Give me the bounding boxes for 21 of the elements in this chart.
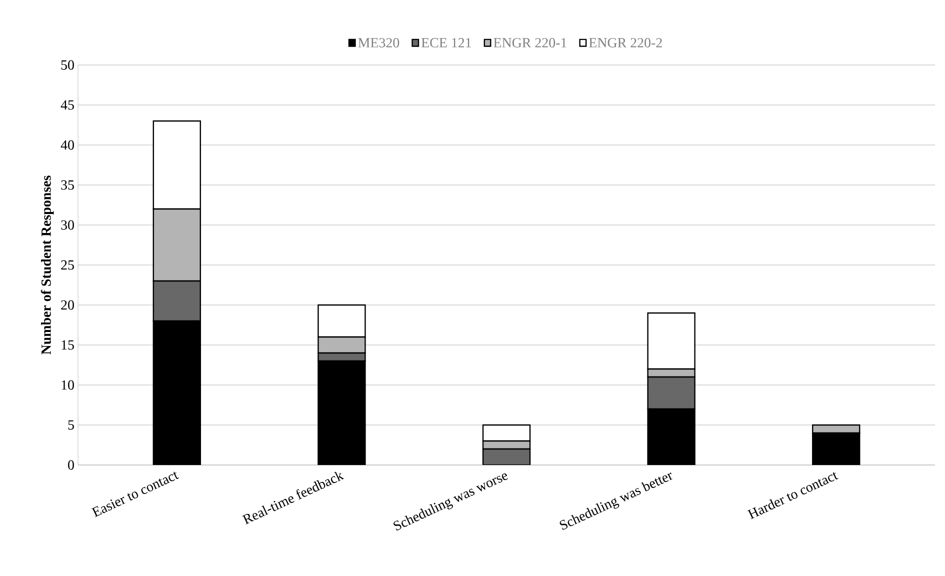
legend-label: ME320 [358,38,400,48]
bar [482,448,531,465]
bar [152,280,201,322]
y-tick-label: 50 [61,60,74,70]
y-tick-label: 45 [60,100,74,110]
x-tick-label: Easier to contact [91,472,179,518]
y-tick-label: 40 [60,140,74,150]
legend-label: ECE 121 [421,38,471,48]
bar [647,376,696,410]
y-tick-label: 35 [61,180,74,190]
legend-label: ENGR 220-1 [494,38,566,48]
y-tick-label: 0 [68,460,74,470]
y-axis-title: Number of Student Responses [40,176,54,354]
y-tick-label: 25 [61,260,74,270]
x-tick-label: Harder to contact [747,472,838,520]
y-tick-label: 10 [62,380,74,390]
y-tick-label: 5 [68,420,74,430]
legend-label: ENGR 220-2 [589,38,662,48]
y-tick-label: 20 [61,300,74,310]
y-tick-label: 15 [62,340,74,350]
y-tick-label: 30 [61,220,74,230]
